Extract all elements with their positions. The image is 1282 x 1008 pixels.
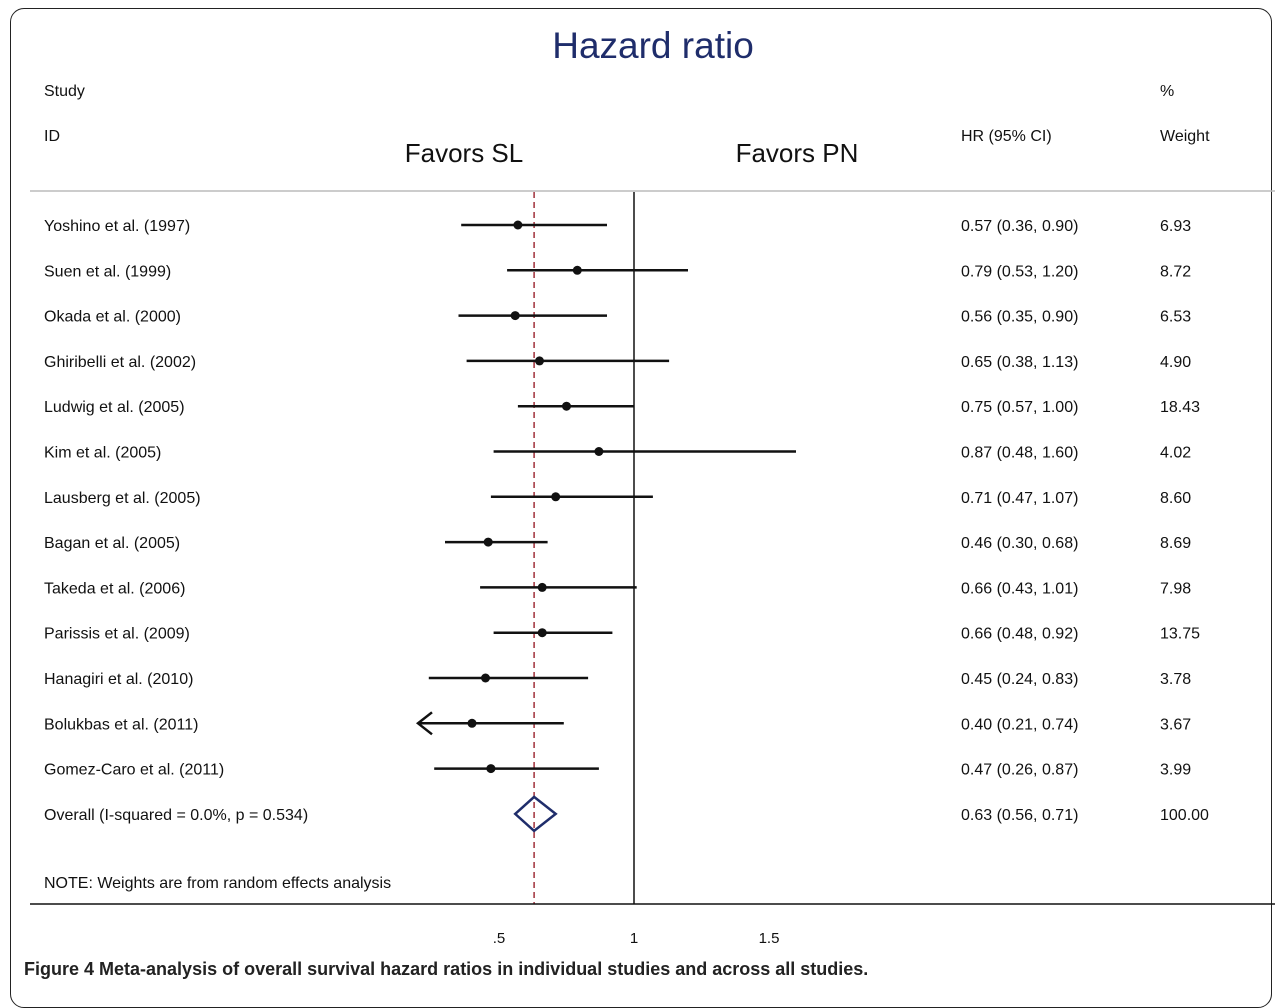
study-row: Lausberg et al. (2005) 0.71 (0.47, 1.07) 8…	[44, 490, 1191, 507]
weight-value: 3.99	[1160, 762, 1191, 779]
weight-value: 6.93	[1160, 218, 1191, 235]
x-tick-label: 1.5	[759, 930, 780, 947]
study-row: Gomez-Caro et al. (2011) 0.47 (0.26, 0.87…	[44, 762, 1191, 779]
hr-ci-value: 0.56 (0.35, 0.90)	[961, 309, 1078, 326]
study-label: Yoshino et al. (1997)	[44, 218, 190, 235]
point-estimate-marker	[535, 356, 544, 366]
point-estimate-marker	[486, 764, 496, 774]
x-tick-label: .5	[493, 930, 506, 947]
hr-ci-value: 0.47 (0.26, 0.87)	[961, 762, 1078, 779]
study-rows: Yoshino et al. (1997) 0.57 (0.36, 0.90) 6.…	[44, 192, 1209, 904]
study-row: Ludwig et al. (2005) 0.75 (0.57, 1.00) 18.…	[44, 399, 1200, 416]
point-estimate-marker	[537, 628, 547, 638]
study-row: Yoshino et al. (1997) 0.57 (0.36, 0.90) 6.…	[44, 218, 1191, 235]
hr-ci-value: 0.87 (0.48, 1.60)	[961, 445, 1078, 462]
study-row: Kim et al. (2005) 0.87 (0.48, 1.60) 4.02	[44, 445, 1191, 462]
study-label: Gomez-Caro et al. (2011)	[44, 762, 224, 779]
study-label: Okada et al. (2000)	[44, 309, 181, 326]
point-estimate-marker	[481, 673, 490, 683]
overall-diamond	[513, 795, 558, 833]
study-label: Hanagiri et al. (2010)	[44, 671, 193, 688]
point-estimate-marker	[510, 311, 520, 321]
weight-value: 13.75	[1160, 626, 1200, 643]
chart-title: Hazard ratio	[552, 25, 754, 66]
study-row: Hanagiri et al. (2010) 0.45 (0.24, 0.83) 3…	[44, 671, 1191, 688]
study-label: Ghiribelli et al. (2002)	[44, 354, 196, 371]
point-estimate-marker	[551, 492, 561, 502]
point-estimate-marker	[513, 220, 523, 230]
overall-hr-ci-value: 0.63 (0.56, 0.71)	[961, 807, 1078, 824]
study-label: Parissis et al. (2009)	[44, 626, 190, 643]
study-row: Parissis et al. (2009) 0.66 (0.48, 0.92) 1…	[44, 626, 1200, 643]
study-label: Ludwig et al. (2005)	[44, 399, 185, 416]
hr-ci-value: 0.66 (0.43, 1.01)	[961, 580, 1078, 597]
weight-value: 18.43	[1160, 399, 1200, 416]
header-study: Study	[44, 83, 85, 100]
point-estimate-marker	[483, 537, 493, 547]
favors-pn-label: Favors PN	[736, 138, 859, 168]
weight-value: 3.67	[1160, 716, 1191, 733]
weight-value: 8.72	[1160, 263, 1191, 280]
weight-value: 6.53	[1160, 309, 1191, 326]
point-estimate-marker	[562, 401, 571, 411]
weight-value: 3.78	[1160, 671, 1191, 688]
point-estimate-marker	[537, 582, 547, 592]
weight-value: 7.98	[1160, 580, 1191, 597]
x-axis: .5 1 1.5	[30, 903, 1275, 947]
study-row: Bagan et al. (2005) 0.46 (0.30, 0.68) 8.69	[44, 535, 1191, 552]
study-label: Suen et al. (1999)	[44, 263, 171, 280]
header-id: ID	[44, 128, 60, 145]
header-weight: Weight	[1160, 128, 1210, 145]
header-pct: %	[1160, 83, 1174, 100]
hr-ci-value: 0.75 (0.57, 1.00)	[961, 399, 1078, 416]
study-row: Bolukbas et al. (2011) 0.40 (0.21, 0.74) 3…	[44, 711, 1191, 736]
header-hr-ci: HR (95% CI)	[961, 128, 1052, 145]
overall-row: Overall (I-squared = 0.0%, p = 0.534) 0.6…	[44, 795, 1209, 833]
weight-value: 4.02	[1160, 445, 1191, 462]
weight-value: 8.60	[1160, 490, 1191, 507]
overall-label: Overall (I-squared = 0.0%, p = 0.534)	[44, 807, 308, 824]
favors-sl-label: Favors SL	[405, 138, 524, 168]
study-label: Lausberg et al. (2005)	[44, 490, 201, 507]
hr-ci-value: 0.46 (0.30, 0.68)	[961, 535, 1078, 552]
study-row: Takeda et al. (2006) 0.66 (0.43, 1.01) 7.9…	[44, 580, 1191, 597]
hr-ci-value: 0.71 (0.47, 1.07)	[961, 490, 1078, 507]
caption-label: Figure 4	[24, 959, 95, 979]
truncated-arrow-icon	[415, 711, 433, 736]
hr-ci-value: 0.57 (0.36, 0.90)	[961, 218, 1078, 235]
overall-weight-value: 100.00	[1160, 807, 1209, 824]
x-tick-label: 1	[630, 930, 638, 947]
weight-value: 8.69	[1160, 535, 1191, 552]
hr-ci-value: 0.45 (0.24, 0.83)	[961, 671, 1078, 688]
study-label: Bagan et al. (2005)	[44, 535, 180, 552]
point-estimate-marker	[572, 265, 582, 275]
study-label: Bolukbas et al. (2011)	[44, 716, 198, 733]
study-label: Kim et al. (2005)	[44, 445, 161, 462]
forest-plot: Hazard ratio Study ID % HR (95% CI) Weig…	[30, 25, 1275, 947]
point-estimate-marker	[594, 447, 604, 456]
note-text: NOTE: Weights are from random effects an…	[44, 875, 391, 892]
study-label: Takeda et al. (2006)	[44, 580, 185, 597]
hr-ci-value: 0.79 (0.53, 1.20)	[961, 263, 1078, 280]
weight-value: 4.90	[1160, 354, 1191, 371]
hr-ci-value: 0.40 (0.21, 0.74)	[961, 716, 1078, 733]
point-estimate-marker	[467, 718, 477, 728]
caption-text: Meta-analysis of overall survival hazard…	[99, 959, 869, 979]
figure-caption: Figure 4 Meta-analysis of overall surviv…	[24, 959, 868, 980]
hr-ci-value: 0.66 (0.48, 0.92)	[961, 626, 1078, 643]
study-row: Okada et al. (2000) 0.56 (0.35, 0.90) 6.53	[44, 309, 1191, 326]
hr-ci-value: 0.65 (0.38, 1.13)	[961, 354, 1078, 371]
study-row: Ghiribelli et al. (2002) 0.65 (0.38, 1.13…	[44, 354, 1191, 371]
study-row: Suen et al. (1999) 0.79 (0.53, 1.20) 8.72	[44, 263, 1191, 280]
